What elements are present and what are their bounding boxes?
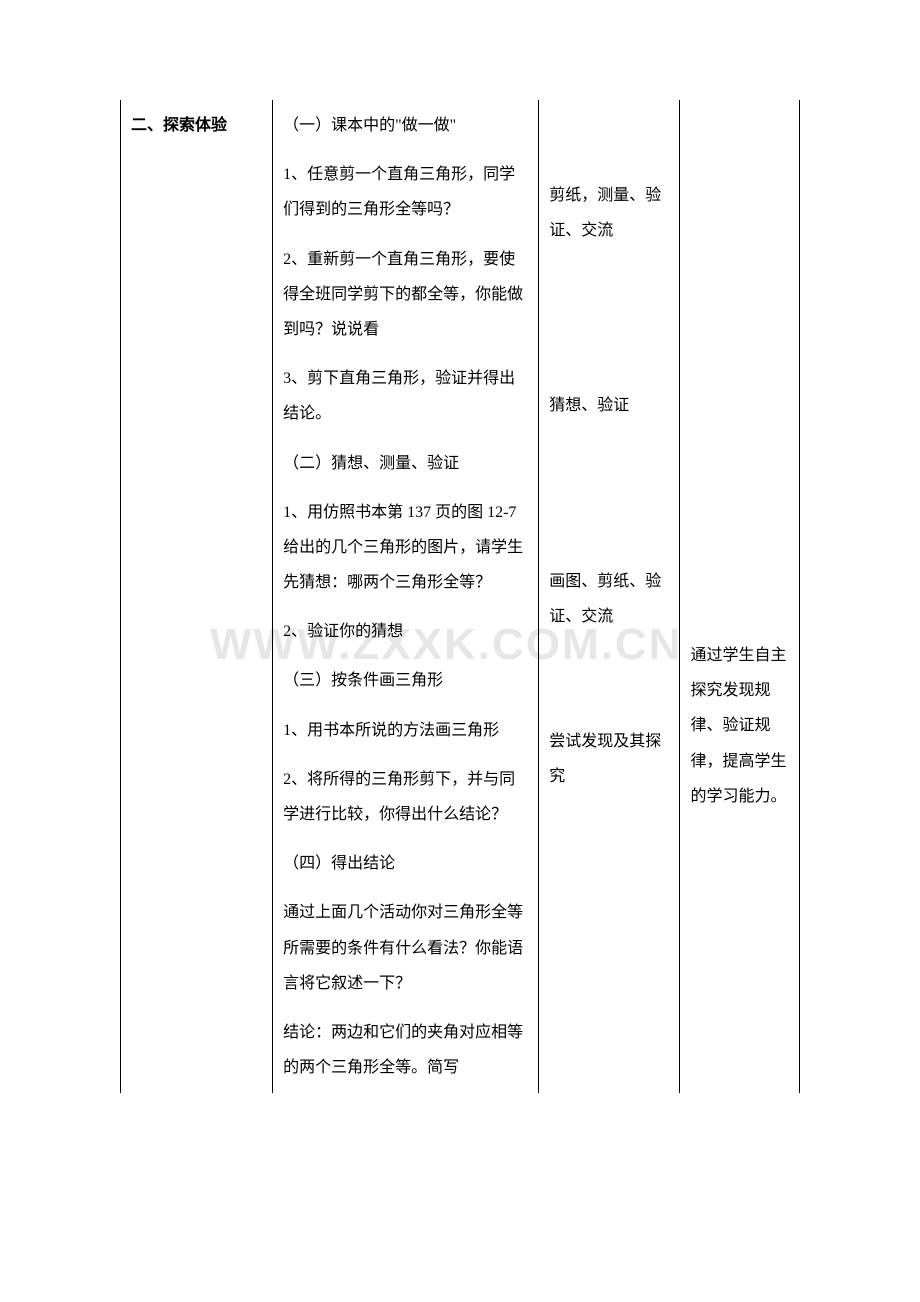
c4-b1: 通过学生自主探究发现规律、验证规律，提高学生的学习能力。 bbox=[690, 638, 789, 814]
c3-b4: 尝试发现及其探究 bbox=[549, 724, 669, 794]
s1-p2: 2、重新剪一个直角三角形，要使得全班同学剪下的都全等，你能做到吗？说说看 bbox=[283, 242, 528, 348]
col-activities: （一）课本中的"做一做" 1、任意剪一个直角三角形，同学们得到的三角形全等吗？ … bbox=[273, 100, 539, 1093]
s1-p3: 3、剪下直角三角形，验证并得出结论。 bbox=[283, 361, 528, 431]
s3-title: （三）按条件画三角形 bbox=[283, 663, 528, 698]
s3-p1: 1、用书本所说的方法画三角形 bbox=[283, 713, 528, 748]
lesson-table: 二、探索体验 （一）课本中的"做一做" 1、任意剪一个直角三角形，同学们得到的三… bbox=[120, 100, 800, 1093]
section-heading: 二、探索体验 bbox=[131, 117, 227, 134]
page-container: 二、探索体验 （一）课本中的"做一做" 1、任意剪一个直角三角形，同学们得到的三… bbox=[0, 0, 920, 1093]
c3-b2: 猜想、验证 bbox=[549, 388, 669, 423]
s4-p2: 结论：两边和它们的夹角对应相等的两个三角形全等。简写 bbox=[283, 1015, 528, 1085]
table-row: 二、探索体验 （一）课本中的"做一做" 1、任意剪一个直角三角形，同学们得到的三… bbox=[121, 100, 800, 1093]
s4-title: （四）得出结论 bbox=[283, 846, 528, 881]
col-purpose: 通过学生自主探究发现规律、验证规律，提高学生的学习能力。 bbox=[680, 100, 800, 1093]
c3-b1: 剪纸，测量、验证、交流 bbox=[549, 178, 669, 248]
s2-p2: 2、验证你的猜想 bbox=[283, 614, 528, 649]
s1-p1: 1、任意剪一个直角三角形，同学们得到的三角形全等吗？ bbox=[283, 157, 528, 227]
s1-title: （一）课本中的"做一做" bbox=[283, 108, 528, 143]
c3-b3: 画图、剪纸、验证、交流 bbox=[549, 564, 669, 634]
col-section-title: 二、探索体验 bbox=[121, 100, 273, 1093]
col-student-activity: 剪纸，测量、验证、交流 猜想、验证 画图、剪纸、验证、交流 尝试发现及其探究 bbox=[539, 100, 680, 1093]
s3-p2: 2、将所得的三角形剪下，并与同学进行比较，你得出什么结论？ bbox=[283, 762, 528, 832]
s2-title: （二）猜想、测量、验证 bbox=[283, 446, 528, 481]
s2-p1: 1、用仿照书本第 137 页的图 12-7 给出的几个三角形的图片，请学生先猜想… bbox=[283, 495, 528, 601]
s4-p1: 通过上面几个活动你对三角形全等所需要的条件有什么看法？你能语言将它叙述一下？ bbox=[283, 895, 528, 1001]
